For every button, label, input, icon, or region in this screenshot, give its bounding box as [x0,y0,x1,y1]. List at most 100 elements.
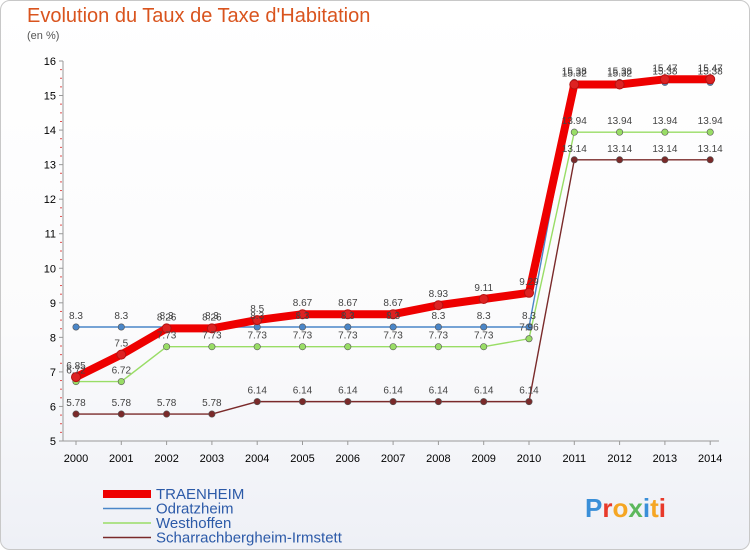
data-label: 6.14 [247,386,267,397]
x-tick-label: 2012 [607,453,631,465]
y-tick-label: 9 [50,298,56,310]
data-label: 13.94 [607,116,632,127]
data-point [344,398,352,406]
x-tick-label: 2006 [336,453,360,465]
data-label: 6.14 [429,386,449,397]
data-point [570,128,578,136]
data-label: 7.73 [247,331,267,342]
x-tick-label: 2008 [426,453,450,465]
data-label: 8.5 [250,304,264,315]
data-point [616,128,624,136]
data-label: 8.3 [69,311,83,322]
data-label: 7.73 [293,331,313,342]
data-label: 7.73 [429,331,449,342]
y-tick-label: 11 [45,229,56,241]
data-point [297,309,308,320]
x-tick-label: 2007 [381,453,405,465]
y-tick-label: 7 [50,367,56,379]
data-label: 15.38 [607,66,632,77]
data-point [614,79,625,90]
data-label: 8.3 [522,311,536,322]
data-point [298,398,306,406]
data-point [117,410,125,418]
data-point [434,343,442,351]
y-tick-label: 13 [44,160,56,172]
data-point [253,398,261,406]
data-label: 7.73 [202,331,222,342]
y-tick-label: 16 [44,56,56,68]
data-label: 13.14 [607,144,632,155]
data-label: 8.3 [296,311,310,322]
x-tick-label: 2009 [471,453,495,465]
data-label: 6.72 [66,366,86,377]
x-tick-label: 2001 [109,453,133,465]
data-label: 5.78 [202,398,222,409]
x-tick-label: 2010 [517,453,541,465]
data-point [433,300,444,311]
y-tick-label: 15 [44,91,56,103]
data-point [480,398,488,406]
data-label: 15.32 [562,68,587,79]
data-point [208,343,216,351]
data-point [659,74,670,85]
data-point [525,335,533,343]
data-point [342,309,353,320]
data-label: 6.14 [293,386,313,397]
y-tick-label: 5 [50,436,56,448]
data-point [478,294,489,305]
data-label: 7.73 [338,331,358,342]
data-point [298,343,306,351]
data-label: 15.47 [652,63,677,74]
data-point [661,156,669,164]
data-label: 5.78 [112,398,132,409]
data-point [253,343,261,351]
data-label: 13.94 [698,116,723,127]
data-label: 8.3 [114,311,128,322]
data-label: 8.3 [250,311,264,322]
data-label: 8.3 [205,311,219,322]
data-label: 6.14 [338,386,358,397]
data-point [434,398,442,406]
data-label: 13.14 [698,144,723,155]
x-tick-label: 2014 [698,453,722,465]
y-tick-label: 8 [50,332,56,344]
x-tick-label: 2000 [64,453,88,465]
data-label: 8.93 [429,289,449,300]
data-point [525,398,533,406]
data-label: 15.47 [698,63,723,74]
legend-label: Odratzheim [156,501,234,518]
series-line-scharrachbergheim-irmstett [75,159,711,415]
data-label: 7.73 [157,331,177,342]
data-point [252,315,263,326]
data-point [570,156,578,164]
data-label: 5.78 [66,398,86,409]
data-label: 7.96 [519,323,539,334]
legend-label: TRAENHEIM [156,486,244,503]
data-label: 13.94 [652,116,677,127]
data-label: 6.14 [383,386,403,397]
data-point [116,349,127,360]
data-label: 13.94 [562,116,587,127]
data-label: 8.26 [202,312,222,323]
data-point [389,343,397,351]
data-point [163,343,171,351]
data-label: 9.11 [474,283,493,294]
data-label: 13.14 [652,144,677,155]
data-point [161,323,172,334]
data-label: 7.5 [114,339,128,350]
data-point [480,343,488,351]
legend-label: Westhoffen [156,515,231,532]
data-label: 6.14 [519,386,539,397]
y-tick-label: 10 [44,263,56,275]
data-label: 9.29 [519,277,539,288]
data-point [569,79,580,90]
data-point [389,323,397,331]
data-point [163,410,171,418]
x-tick-label: 2004 [245,453,269,465]
chart-title: Evolution du Taux de Taxe d'Habitation [27,5,371,27]
data-label: 8.67 [338,298,358,309]
data-label: 6.14 [474,386,494,397]
data-label: 15.32 [607,68,632,79]
